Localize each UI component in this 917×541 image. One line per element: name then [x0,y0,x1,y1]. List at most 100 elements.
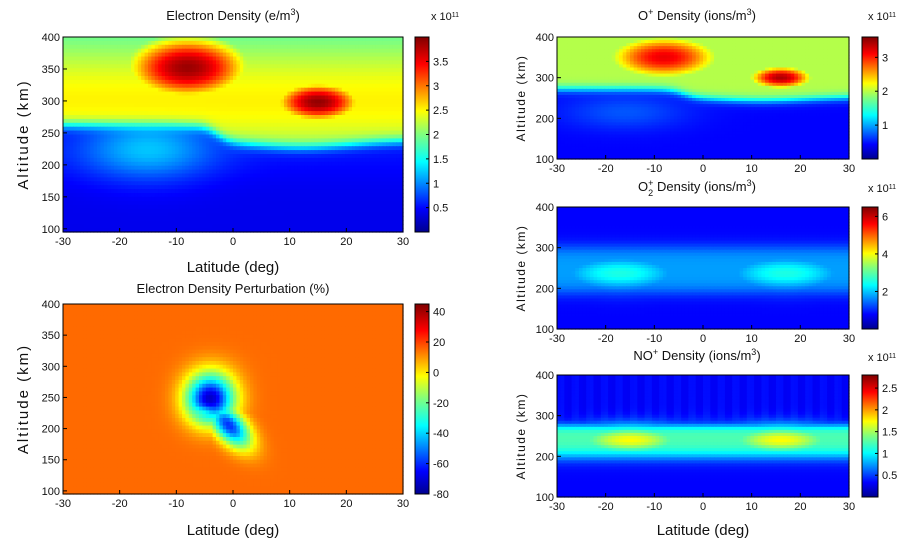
heatmap-cell [226,196,231,202]
heatmap-cell [124,204,129,210]
heatmap-cell [90,212,95,217]
heatmap-cell [273,220,278,225]
heatmap-cell [151,173,156,178]
heatmap-cell [358,134,363,139]
heatmap-cell [277,115,282,120]
heatmap-cell [97,48,101,54]
heatmap-cell [229,44,234,50]
heatmap-cell [216,220,220,225]
heatmap-cell [331,157,336,163]
heatmap-cell [93,95,98,100]
heatmap-cell [253,76,258,81]
heatmap-cell [182,196,186,202]
heatmap-cell [352,220,356,225]
heatmap-cell [69,193,74,198]
heatmap-cell [137,52,142,58]
heatmap-cell [277,64,282,69]
heatmap-cell [348,216,353,221]
heatmap-cell [277,52,282,58]
heatmap-cell [307,208,312,214]
heatmap-cell [311,87,316,93]
heatmap-cell [365,37,370,42]
heatmap-cell [226,212,231,217]
heatmap-cell [365,68,370,73]
heatmap-cell [239,64,244,69]
heatmap-cell [165,52,169,58]
heatmap-cell [66,196,71,202]
heatmap-cell [382,220,387,225]
heatmap-cell [100,212,105,217]
heatmap-cell [284,173,288,178]
heatmap-cell [199,103,203,108]
heatmap-cell [229,118,234,124]
heatmap-cell [260,212,265,217]
heatmap-cell [137,193,142,198]
heatmap-cell [124,115,129,120]
heatmap-cell [69,130,74,136]
heatmap-cell [222,56,227,61]
heatmap-cell [192,138,197,143]
heatmap-cell [243,200,248,206]
heatmap-cell [100,60,105,65]
heatmap-cell [348,154,353,159]
heatmap-cell [314,103,319,108]
heatmap-cell [396,130,401,136]
heatmap-cell [372,122,377,128]
heatmap-cell [355,220,360,225]
heatmap-cell [392,83,397,89]
heatmap-cell [165,142,169,147]
heatmap-cell [151,111,156,116]
heatmap-cell [202,142,207,147]
heatmap-cell [348,91,353,97]
heatmap-cell [233,44,237,50]
heatmap-cell [80,48,84,54]
heatmap-cell [83,126,88,132]
heatmap-cell [318,103,322,108]
heatmap-cell [246,146,251,151]
heatmap-cell [103,40,108,46]
heatmap-cell [341,146,346,151]
heatmap-cell [379,193,384,198]
heatmap-cell [182,189,186,194]
heatmap-cell [83,146,88,151]
heatmap-cell [212,111,217,116]
heatmap-cell [83,169,88,175]
heatmap-cell [216,52,220,58]
heatmap-cell [389,193,394,198]
heatmap-cell [280,185,285,190]
heatmap-cell [270,224,275,229]
heatmap-cell [76,79,81,85]
heatmap-cell [277,87,282,93]
heatmap-cell [239,83,244,89]
heatmap-cell [392,193,397,198]
heatmap-cell [365,185,370,190]
heatmap-cell [345,118,350,124]
heatmap-cell [73,107,78,112]
heatmap-cell [297,60,302,65]
heatmap-cell [290,126,295,132]
heatmap-cell [151,103,156,108]
heatmap-cell [239,37,244,42]
heatmap-cell [294,154,299,159]
heatmap-cell [151,87,156,93]
heatmap-cell [134,165,139,171]
heatmap-cell [199,196,203,202]
heatmap-cell [250,154,254,159]
heatmap-cell [294,193,299,198]
heatmap-cell [137,220,142,225]
heatmap-cell [226,193,231,198]
heatmap-cell [66,76,71,81]
heatmap-cell [277,173,282,178]
heatmap-cell [311,189,316,194]
heatmap-cell [372,103,377,108]
heatmap-cell [80,185,84,190]
heatmap-cell [141,52,146,58]
heatmap-cell [389,146,394,151]
heatmap-cell [280,126,285,132]
heatmap-cell [236,118,241,124]
heatmap-cell [161,72,166,77]
heatmap-cell [318,126,322,132]
heatmap-cell [345,68,350,73]
heatmap-cell [256,185,261,190]
heatmap-cell [307,64,312,69]
